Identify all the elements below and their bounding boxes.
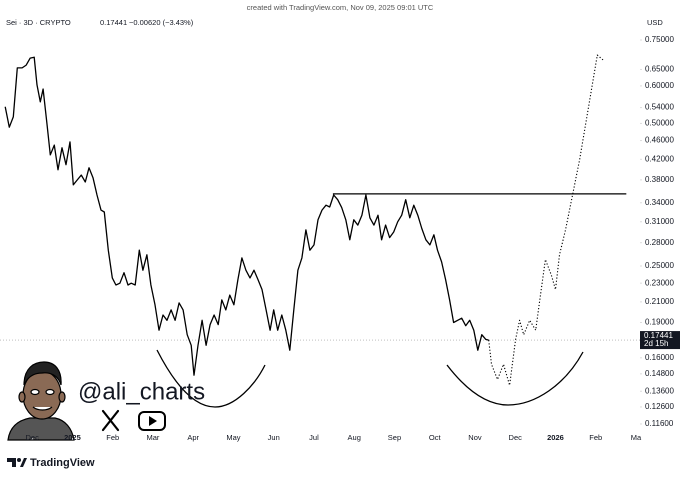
price-line xyxy=(4,56,489,376)
y-tick-label: 0.25000 xyxy=(645,261,674,270)
countdown: 2d 15h xyxy=(644,339,668,348)
y-tick-label: 0.54000 xyxy=(645,103,674,112)
x-tick-label: Jun xyxy=(268,433,280,442)
x-tick-label: 2026 xyxy=(547,433,564,442)
y-tick-label: 0.19000 xyxy=(645,318,674,327)
tradingview-logo: TradingView xyxy=(7,457,95,469)
x-tick-label: Dec xyxy=(26,433,40,442)
y-tick-label: 0.16000 xyxy=(645,353,674,362)
x-tick-label: Feb xyxy=(106,433,119,442)
y-tick-label: 0.21000 xyxy=(645,297,674,306)
y-tick-label: 0.75000 xyxy=(645,35,674,44)
symbol: Sei · 3D · CRYPTO xyxy=(6,18,71,27)
x-tick-label: 2025 xyxy=(64,433,81,442)
brand: TradingView xyxy=(30,457,95,469)
cup-arc xyxy=(446,351,584,406)
y-tick-label: 0.11600 xyxy=(645,419,674,428)
y-tick-label: 0.12600 xyxy=(645,402,674,411)
created-note: created with TradingView.com, Nov 09, 20… xyxy=(247,3,434,12)
x-tick-label: Sep xyxy=(388,433,401,442)
x-tick-label: Aug xyxy=(348,433,361,442)
x-tick-label: Ma xyxy=(631,433,642,442)
y-tick-label: 0.46000 xyxy=(645,136,674,145)
y-tick-label: 0.31000 xyxy=(645,217,674,226)
x-tick-label: Dec xyxy=(509,433,523,442)
x-tick-label: Nov xyxy=(468,433,482,442)
x-tick-label: Mar xyxy=(146,433,159,442)
last-price-box xyxy=(640,331,680,350)
projection-line xyxy=(488,54,604,386)
y-tick-label: 0.42000 xyxy=(645,154,674,163)
x-tick-label: May xyxy=(226,433,240,442)
youtube-icon xyxy=(138,411,166,431)
y-tick-label: 0.34000 xyxy=(645,198,674,207)
x-tick-label: Apr xyxy=(187,433,199,442)
y-tick-label: 0.65000 xyxy=(645,65,674,74)
y-tick-label: 0.38000 xyxy=(645,175,674,184)
currency: USD xyxy=(647,18,663,27)
y-tick-label: 0.50000 xyxy=(645,119,674,128)
price: 0.17441 xyxy=(100,18,127,27)
last-price-label: 0.17441 xyxy=(644,331,673,340)
watermark-handle: @ali_charts xyxy=(78,378,205,405)
x-icon xyxy=(101,409,120,432)
avatar xyxy=(7,361,75,441)
y-tick-label: 0.13600 xyxy=(645,386,674,395)
y-tick-label: 0.14800 xyxy=(645,369,674,378)
y-tick-label: 0.60000 xyxy=(645,81,674,90)
y-tick-label: 0.23000 xyxy=(645,278,674,287)
change: −0.00620 (−3.43%) xyxy=(129,18,194,27)
x-tick-label: Feb xyxy=(589,433,602,442)
cup-arc xyxy=(156,349,266,408)
x-tick-label: Oct xyxy=(429,433,442,442)
y-tick-label: 0.28000 xyxy=(645,238,674,247)
x-tick-label: Jul xyxy=(309,433,319,442)
